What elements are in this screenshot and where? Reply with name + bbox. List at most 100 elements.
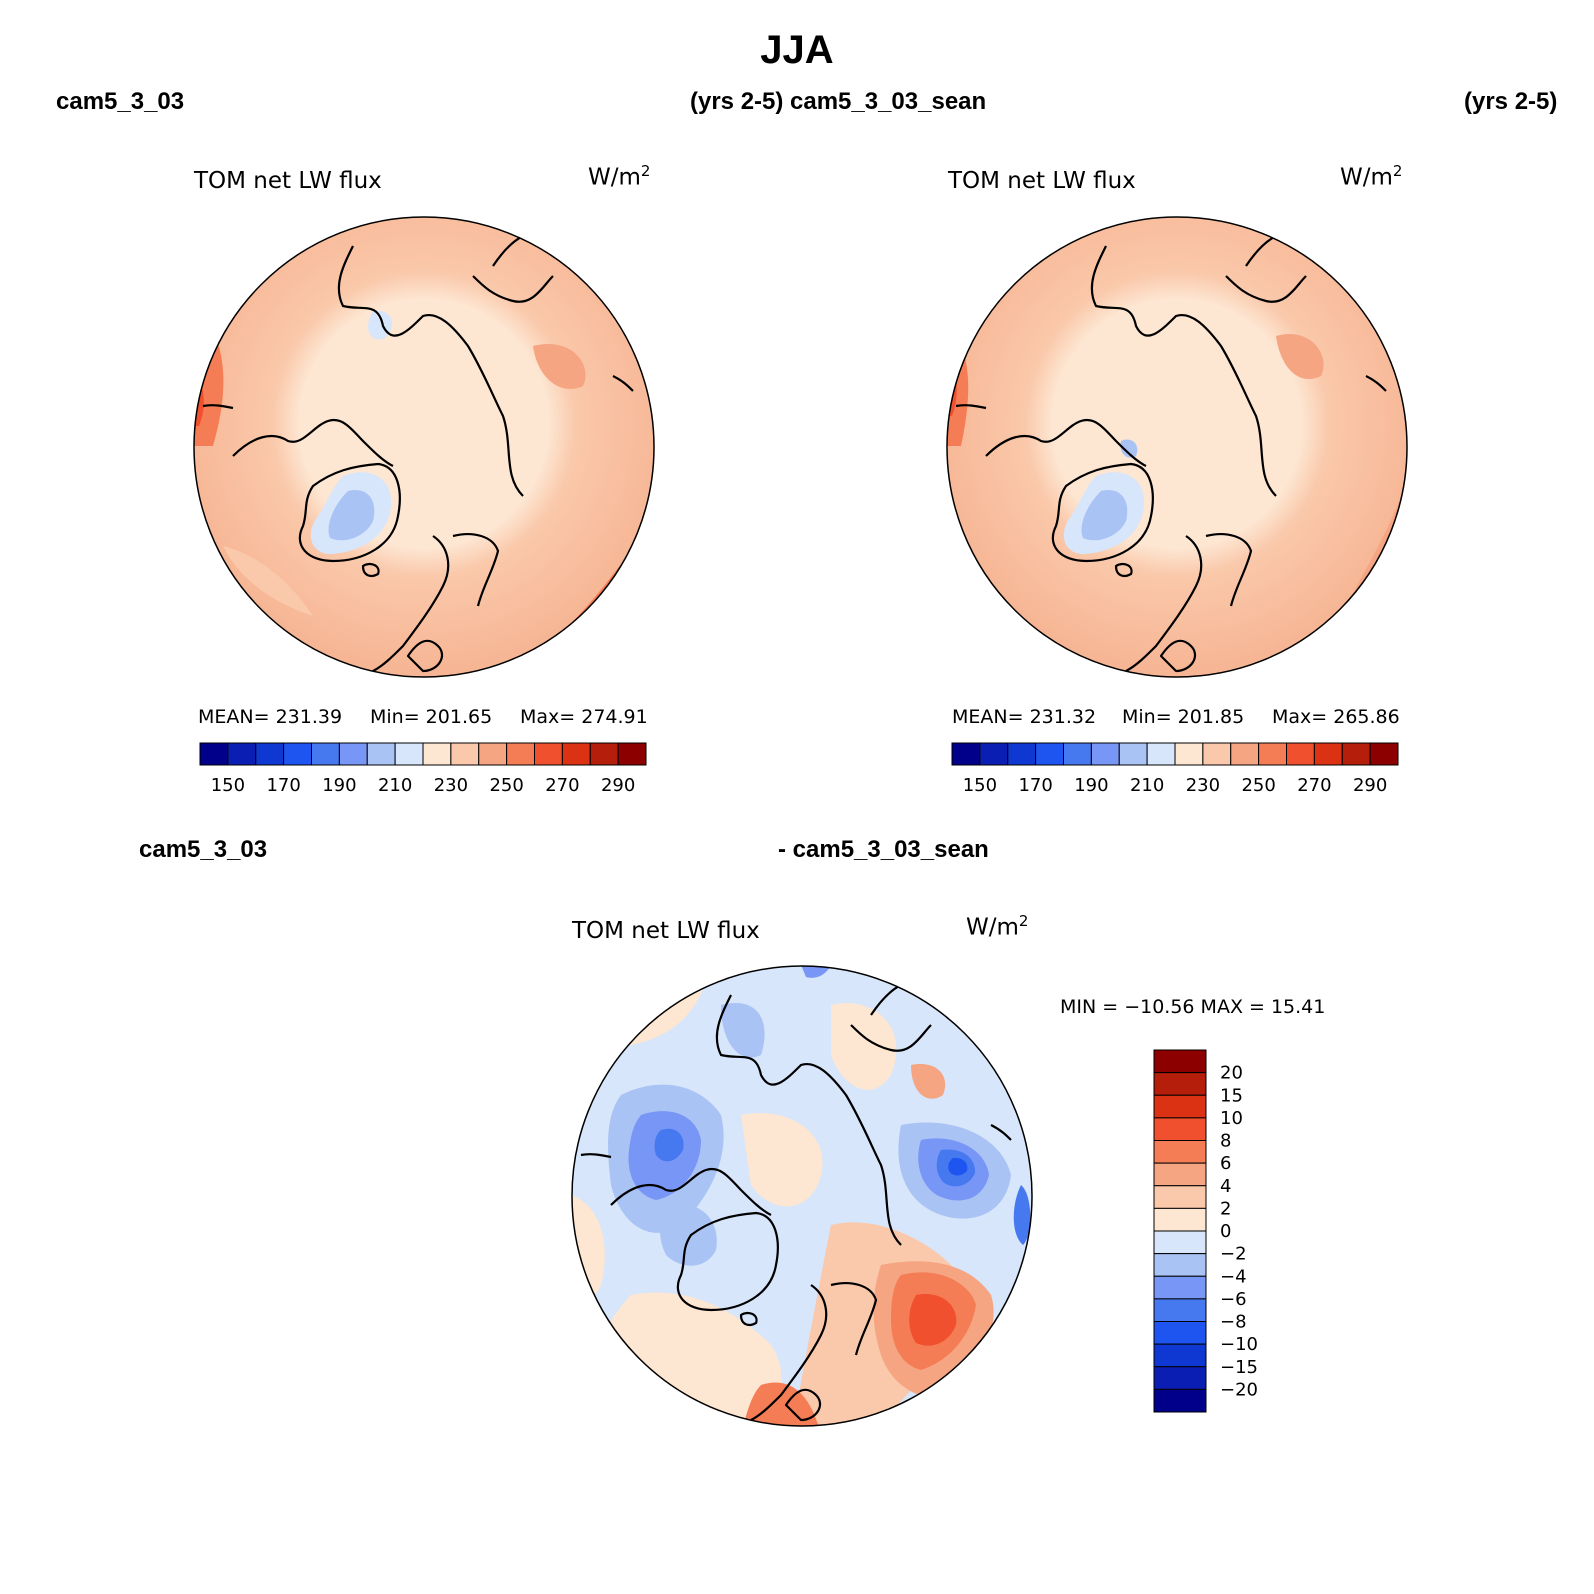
left-colorbar-swatch (478, 742, 508, 766)
left-colorbar-swatch (534, 742, 563, 766)
diff-colorbar-tick-label: −10 (1220, 1334, 1258, 1355)
diff-colorbar-tick-label: 15 (1220, 1085, 1243, 1106)
diff-colorbar-swatch (1153, 1185, 1207, 1209)
diff-units: W/m2 (966, 912, 1029, 941)
left-colorbar-swatch (199, 742, 229, 766)
left-colorbar-swatch (450, 742, 480, 766)
left-colorbar-tick-label: 170 (266, 775, 300, 796)
diff-colorbar-swatch (1153, 1298, 1207, 1322)
left-colorbar-tick-label: 250 (489, 775, 523, 796)
left-colorbar-tick-label: 290 (601, 775, 635, 796)
left-colorbar-swatch (227, 742, 257, 766)
left-max-label: Max= 274.91 (520, 706, 648, 728)
right-colorbar-swatch (1202, 742, 1232, 766)
right-colorbar-swatch (951, 742, 981, 766)
diff-colorbar-tick-label: −6 (1220, 1289, 1247, 1310)
left-polar-map (193, 216, 655, 678)
diff-colorbar-tick-label: −20 (1220, 1379, 1258, 1400)
left-colorbar-swatch (311, 742, 340, 766)
left-colorbar-swatch (422, 742, 452, 766)
left-colorbar-swatch (589, 742, 619, 766)
left-colorbar-swatch (561, 742, 591, 766)
diff-case-a-label: cam5_3_03 (139, 836, 268, 863)
left-colorbar: 150 170 190 210 230 250 270 290 (199, 742, 647, 796)
diff-colorbar-tick-label: −2 (1220, 1244, 1247, 1265)
diff-colorbar-swatch (1153, 1366, 1207, 1390)
left-colorbar-tick-label: 230 (434, 775, 468, 796)
left-units: W/m2 (588, 162, 651, 191)
right-mean-label: MEAN= 231.32 (952, 706, 1097, 728)
diff-colorbar-swatch (1153, 1230, 1207, 1255)
right-colorbar-swatch (1258, 742, 1287, 766)
diff-colorbar-tick-label: 20 (1220, 1063, 1243, 1084)
diff-colorbar-swatch (1153, 1388, 1207, 1413)
right-colorbar-swatch (1090, 742, 1120, 766)
left-colorbar-swatch (506, 742, 535, 766)
diff-colorbar-tick-label: −15 (1220, 1357, 1258, 1378)
right-colorbar-swatch (1118, 742, 1148, 766)
diff-colorbar-tick-label: 2 (1220, 1198, 1231, 1219)
left-colorbar-swatch (338, 742, 368, 766)
diff-colorbar-tick-label: −4 (1220, 1266, 1247, 1287)
left-years-label: (yrs 2-5) (690, 88, 784, 115)
right-colorbar-swatch (1174, 742, 1204, 766)
right-polar-map (946, 216, 1408, 678)
right-colorbar-swatch (1035, 742, 1064, 766)
right-colorbar: 150 170 190 210 230 250 270 290 (951, 742, 1399, 796)
left-colorbar-tick-label: 190 (322, 775, 356, 796)
diff-colorbar-swatch (1153, 1094, 1207, 1119)
right-colorbar-swatch (1313, 742, 1343, 766)
diff-panel-title: TOM net LW flux (572, 918, 760, 944)
diff-colorbar-tick-label: −8 (1220, 1312, 1247, 1333)
right-colorbar-swatch (1341, 742, 1371, 766)
diff-colorbar-swatch (1153, 1117, 1207, 1141)
left-colorbar-swatch (394, 742, 424, 766)
right-colorbar-tick-label: 290 (1353, 775, 1387, 796)
left-colorbar-swatch (617, 742, 647, 766)
right-colorbar-swatch (1286, 742, 1315, 766)
right-colorbar-tick-label: 190 (1074, 775, 1108, 796)
right-colorbar-tick-label: 250 (1241, 775, 1275, 796)
diff-colorbar-tick-label: 8 (1220, 1131, 1231, 1152)
right-case-label: cam5_3_03_sean (790, 88, 987, 115)
right-colorbar-tick-label: 270 (1297, 775, 1331, 796)
right-panel-title: TOM net LW flux (948, 168, 1136, 194)
right-colorbar-swatch (1063, 742, 1092, 766)
right-colorbar-swatch (1230, 742, 1260, 766)
diff-case-b-label: - cam5_3_03_sean (778, 836, 989, 863)
diff-colorbar-tick-label: 4 (1220, 1176, 1231, 1197)
right-colorbar-tick-label: 150 (963, 775, 997, 796)
left-colorbar-swatch (255, 742, 285, 766)
left-colorbar-tick-label: 150 (211, 775, 245, 796)
diff-colorbar-swatch (1153, 1049, 1207, 1074)
right-years-label: (yrs 2-5) (1464, 88, 1558, 115)
right-units: W/m2 (1340, 162, 1403, 191)
right-colorbar-swatch (979, 742, 1009, 766)
left-colorbar-swatch (283, 742, 312, 766)
diff-colorbar-tick-label: 10 (1220, 1108, 1243, 1129)
diff-colorbar-tick-label: 0 (1220, 1221, 1231, 1242)
right-colorbar-swatch (1369, 742, 1399, 766)
diff-polar-map (571, 965, 1033, 1427)
right-colorbar-tick-label: 210 (1130, 775, 1164, 796)
diff-colorbar-swatch (1153, 1253, 1207, 1277)
right-min-label: Min= 201.85 (1122, 706, 1245, 728)
diff-colorbar-swatch (1153, 1207, 1207, 1232)
diff-colorbar-swatch (1153, 1275, 1207, 1300)
left-min-label: Min= 201.65 (370, 706, 493, 728)
left-mean-label: MEAN= 231.39 (198, 706, 343, 728)
right-colorbar-swatch (1007, 742, 1037, 766)
left-case-label: cam5_3_03 (56, 88, 185, 115)
left-colorbar-swatch (366, 742, 396, 766)
right-colorbar-tick-label: 230 (1186, 775, 1220, 796)
right-max-label: Max= 265.86 (1272, 706, 1400, 728)
diff-colorbar-swatch (1153, 1321, 1207, 1345)
diff-colorbar-tick-label: 6 (1220, 1153, 1231, 1174)
diff-colorbar-swatch (1153, 1162, 1207, 1187)
right-colorbar-tick-label: 170 (1018, 775, 1052, 796)
diff-colorbar-swatch (1153, 1343, 1207, 1368)
left-panel-title: TOM net LW flux (194, 168, 382, 194)
diff-colorbar-swatch (1153, 1140, 1207, 1164)
left-colorbar-tick-label: 210 (378, 775, 412, 796)
